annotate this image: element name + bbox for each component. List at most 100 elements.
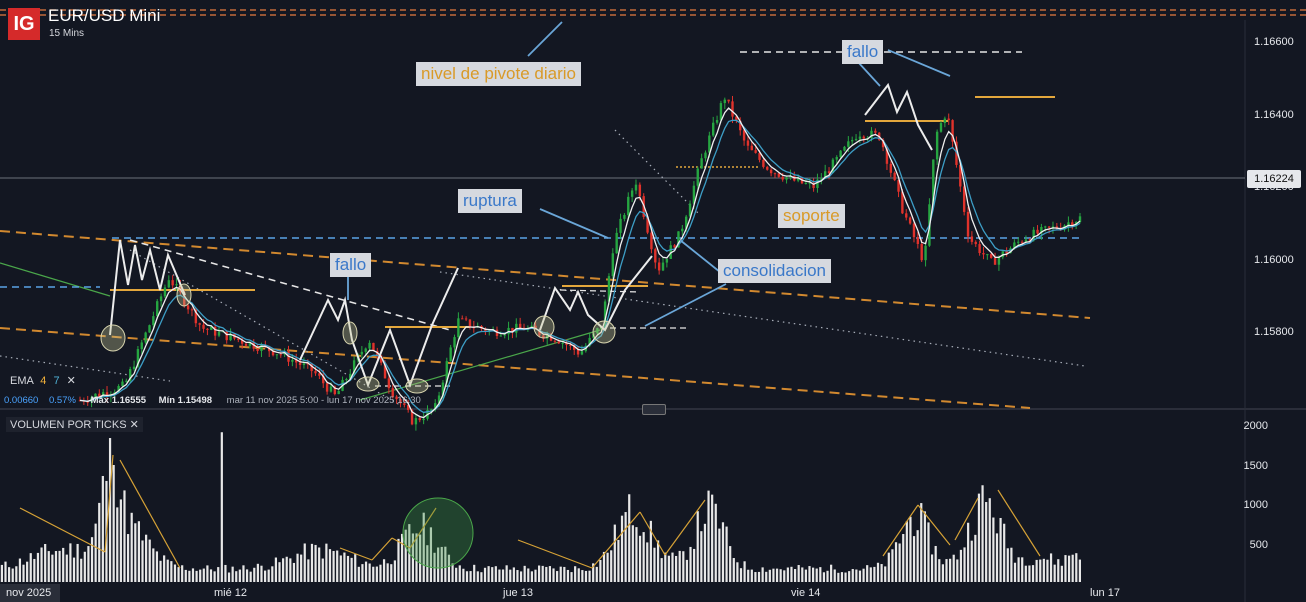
volume-bar [292,562,296,582]
stat-range: mar 11 nov 2025 5:00 - lun 17 nov 2025 1… [226,395,421,406]
volume-bar [703,523,707,582]
volume-bar [437,547,440,582]
candle-body [545,335,549,339]
candle-body [461,318,464,320]
candle-body [542,335,545,339]
candle-body [159,296,163,302]
candle-body [854,138,858,141]
candle-body [210,326,213,330]
candle-body [248,342,252,346]
highlight-circle [356,376,380,392]
candle-body [619,218,622,233]
volume-bar [610,550,613,582]
volume-bar [400,533,404,582]
volume-bar [98,502,101,582]
candle-body [731,101,734,117]
volume-y-tick: 2000 [1243,420,1268,432]
candle-body [538,329,541,336]
volume-bar [945,559,948,582]
volume-bar [559,566,562,582]
candle-body [306,363,309,365]
candle-body [256,348,259,351]
annotation-pointer [857,61,881,87]
volume-bar [581,570,584,582]
volume-bar [300,554,303,582]
volume-bar [62,547,65,582]
ema-close-icon[interactable]: ✕ [66,375,76,387]
volume-close-icon[interactable]: ✕ [129,419,139,431]
highlight-circle [592,320,616,344]
annotation-pointer [887,49,951,77]
volume-bar [628,494,631,582]
instrument-title[interactable]: EUR/USD Mini [48,6,161,25]
candle-body [503,334,506,336]
volume-bar [1075,553,1078,582]
candle-body [935,131,939,160]
volume-bar [364,561,368,582]
volume-bar [159,560,162,582]
volume-bar [163,555,166,582]
ema-indicator-label[interactable]: EMA 4 7 ✕ [4,372,82,389]
candle-body [766,166,769,170]
volume-bar [296,553,299,582]
volume-bar [152,548,155,582]
volume-bar [837,572,840,582]
volume-bar [768,569,771,582]
volume-bar [754,572,757,582]
volume-bar [519,571,523,582]
candle-body [943,118,947,124]
volume-bar [570,572,573,582]
volume-bar [112,465,115,582]
trend-dotted-line [129,249,401,406]
volume-bar [328,549,332,582]
panel-resize-handle[interactable] [642,404,666,415]
candle-body [156,301,159,317]
volume-bar [76,543,79,582]
volume-trendline [954,497,979,541]
volume-bar [667,555,670,582]
candle-body [457,318,460,338]
volume-bar [678,550,681,582]
volume-bar [916,530,919,582]
volume-bar [1003,523,1006,582]
volume-bar [202,568,205,582]
candle-body [912,223,916,238]
volume-bar [743,561,746,582]
interval-label[interactable]: 15 Mins [49,28,85,39]
volume-bar [938,559,941,582]
ema-fast-line [79,107,1081,419]
candle-body [851,140,854,142]
volume-panel-label[interactable]: VOLUMEN POR TICKS ✕ [6,417,143,432]
volume-bar [1057,559,1060,582]
volume-y-tick: 1000 [1243,499,1268,511]
volume-bar [393,560,396,582]
candle-body [271,351,275,356]
candle-body [773,173,777,175]
volume-bar [473,564,476,582]
volume-bar [375,566,378,582]
volume-bar [278,562,281,582]
volume-bar [126,534,130,582]
candle-body [831,159,835,174]
candle-body [596,328,599,334]
candle-body [225,331,228,341]
candle-body [449,347,452,362]
volume-bar [173,564,177,582]
candle-body [1020,241,1024,243]
volume-bar [155,551,159,582]
volume-bar [1024,565,1027,582]
volume-bar [858,570,862,582]
candle-body [1051,226,1055,228]
volume-bar [761,567,764,582]
volume-bar [869,567,872,582]
volume-bar [419,534,422,582]
volume-bar [80,558,83,582]
volume-bar [855,569,858,582]
volume-bar [231,566,234,582]
candle-body [310,363,313,372]
volume-bar [891,549,894,582]
volume-bar [227,572,231,582]
candle-body [654,249,657,263]
volume-bar [4,561,7,582]
candle-body [715,120,719,123]
